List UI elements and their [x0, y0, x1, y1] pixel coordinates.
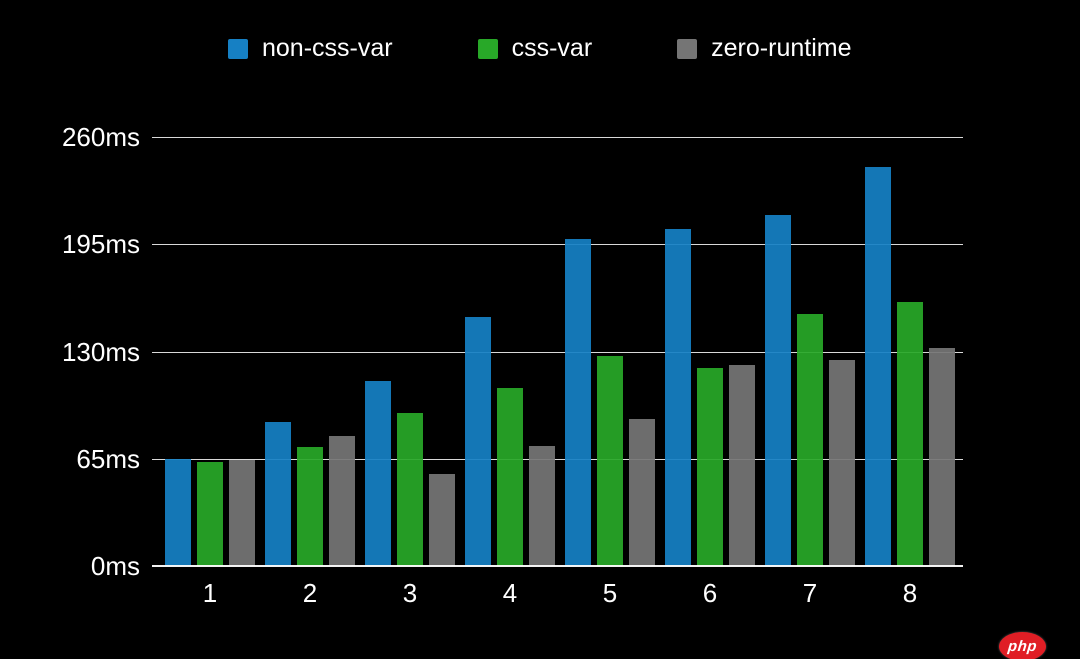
- php-watermark-logo: php: [999, 632, 1046, 659]
- x-tick-label: 6: [702, 578, 718, 608]
- x-tick-label: 1: [202, 578, 218, 608]
- bar-css-var-4: [497, 388, 523, 566]
- x-tick-label: 4: [502, 578, 518, 608]
- x-tick-label: 3: [402, 578, 418, 608]
- legend-item-css-var: css-var: [477, 34, 593, 62]
- bar-zero-runtime-3: [429, 474, 455, 566]
- bar-css-var-6: [697, 368, 723, 566]
- bar-zero-runtime-1: [229, 460, 255, 566]
- bar-css-var-2: [297, 447, 323, 566]
- bar-zero-runtime-4: [529, 446, 555, 566]
- bar-non-css-var-6: [665, 229, 691, 566]
- bar-zero-runtime-7: [829, 360, 855, 566]
- gridline: [152, 352, 963, 353]
- bar-css-var-3: [397, 413, 423, 566]
- y-tick-label: 260ms: [61, 122, 140, 152]
- bar-zero-runtime-6: [729, 365, 755, 566]
- bar-non-css-var-3: [365, 381, 391, 566]
- legend-swatch-green-icon: [477, 38, 498, 59]
- legend-swatch-gray-icon: [677, 38, 698, 59]
- y-tick-label: 65ms: [76, 444, 140, 474]
- legend-label: non-css-var: [262, 34, 393, 62]
- legend-label: zero-runtime: [711, 34, 852, 62]
- bar-non-css-var-8: [865, 167, 891, 566]
- plot-area: [152, 137, 963, 567]
- bar-css-var-8: [897, 302, 923, 566]
- gridline: [152, 244, 963, 245]
- bar-css-var-7: [797, 314, 823, 566]
- bar-zero-runtime-5: [629, 419, 655, 566]
- x-tick-label: 7: [802, 578, 818, 608]
- gridline: [152, 459, 963, 460]
- gridline: [152, 137, 963, 138]
- bar-zero-runtime-2: [329, 436, 355, 566]
- legend-swatch-blue-icon: [228, 38, 248, 59]
- bar-zero-runtime-8: [929, 348, 955, 566]
- y-tick-label: 0ms: [90, 551, 140, 581]
- legend-item-zero-runtime: zero-runtime: [677, 36, 851, 61]
- bar-css-var-5: [597, 356, 623, 566]
- bar-non-css-var-4: [465, 317, 491, 566]
- y-tick-label: 130ms: [61, 337, 140, 367]
- php-watermark-text: php: [1007, 638, 1038, 655]
- x-tick-label: 2: [302, 578, 318, 608]
- bar-non-css-var-5: [565, 239, 591, 566]
- x-axis-line: [152, 565, 963, 567]
- x-tick-label: 8: [902, 578, 918, 608]
- legend-item-non-css-var: non-css-var: [228, 36, 393, 61]
- bar-non-css-var-1: [165, 459, 191, 566]
- bar-non-css-var-7: [765, 215, 791, 566]
- bar-css-var-1: [197, 462, 223, 566]
- bar-non-css-var-2: [265, 422, 291, 566]
- legend: non-css-var css-var zero-runtime: [228, 36, 851, 61]
- legend-label: css-var: [511, 34, 593, 62]
- y-tick-label: 195ms: [61, 229, 140, 259]
- x-tick-label: 5: [602, 578, 618, 608]
